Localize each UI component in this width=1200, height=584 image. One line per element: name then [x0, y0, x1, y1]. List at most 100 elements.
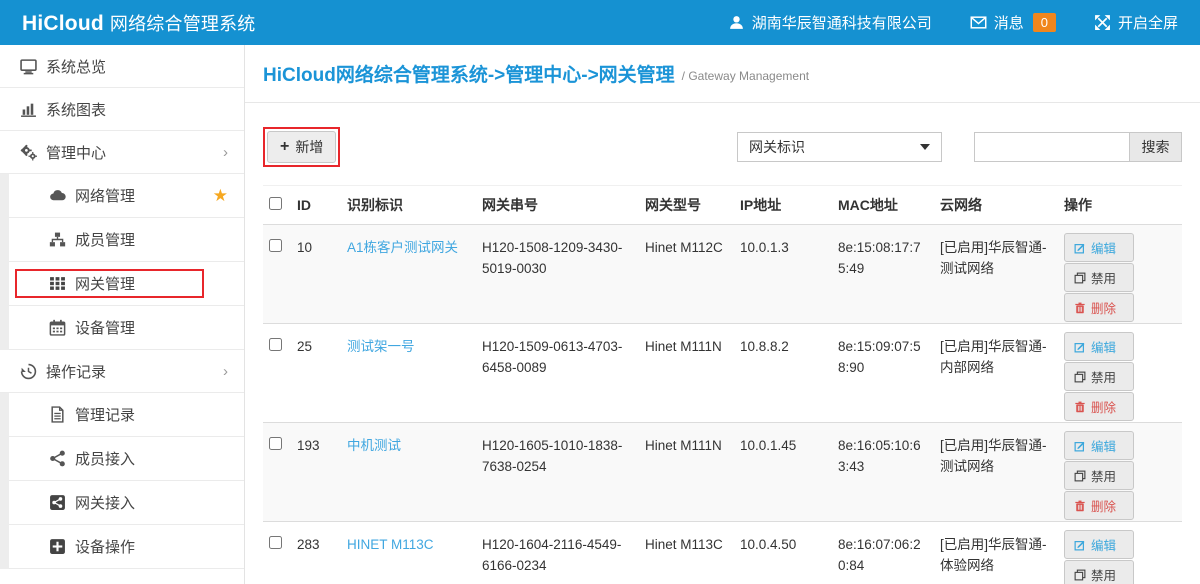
col-header-ip: IP地址	[734, 185, 832, 225]
table-row: 25 测试架一号 H120-1509-0613-4703-6458-0089 H…	[263, 324, 1182, 423]
col-header-actions: 操作	[1058, 185, 1182, 225]
search-button[interactable]: 搜索	[1130, 132, 1182, 162]
cell-model: Hinet M113C	[645, 537, 723, 552]
edit-button[interactable]: 编辑	[1064, 233, 1134, 262]
sidebar-item-network-management[interactable]: 网络管理 ★	[9, 174, 244, 218]
sidebar-item-label: 成员管理	[75, 232, 136, 249]
cell-network: [已启用]华辰智通-测试网络	[940, 438, 1047, 474]
page-subtitle: / Gateway Management	[681, 69, 810, 83]
col-header-mac: MAC地址	[832, 185, 934, 225]
star-icon: ★	[212, 185, 228, 205]
disable-button[interactable]: 禁用	[1064, 362, 1134, 391]
cell-network: [已启用]华辰智通-测试网络	[940, 240, 1047, 276]
bar-chart-icon	[21, 103, 36, 117]
chevron-right-icon: ›	[223, 143, 228, 161]
gears-icon	[20, 144, 37, 160]
cell-mac: 8e:16:05:10:63:43	[838, 438, 921, 474]
management-center-submenu: 网络管理 ★ 成员管理 网关管理 设备管理	[0, 174, 244, 350]
delete-button[interactable]: 删除	[1064, 392, 1134, 421]
sidebar-item-gateway-management[interactable]: 网关管理	[9, 262, 244, 306]
brand-bold: HiCloud	[22, 11, 104, 35]
edit-button-label: 编辑	[1091, 539, 1117, 553]
disable-button[interactable]: 禁用	[1064, 560, 1134, 584]
sidebar-item-device-operations[interactable]: 设备操作	[9, 525, 244, 569]
disable-button-label: 禁用	[1091, 470, 1117, 484]
cell-model: Hinet M112C	[645, 240, 723, 255]
envelope-icon	[970, 16, 987, 29]
cell-network: [已启用]华辰智通-体验网络	[940, 537, 1047, 573]
col-header-name: 识别标识	[341, 185, 476, 225]
filter-selected-value: 网关标识	[749, 139, 805, 155]
col-header-model: 网关型号	[639, 185, 734, 225]
cell-network: [已启用]华辰智通-内部网络	[940, 339, 1047, 375]
cloud-icon	[50, 190, 66, 201]
sidebar-item-management-records[interactable]: 管理记录	[9, 393, 244, 437]
sidebar-item-operation-records[interactable]: 操作记录 ›	[0, 350, 244, 393]
row-checkbox[interactable]	[269, 338, 282, 351]
edit-icon	[1074, 441, 1085, 451]
sidebar-item-label: 系统图表	[46, 101, 107, 119]
sidebar-item-system-charts[interactable]: 系统图表	[0, 88, 244, 131]
table-row: 10 A1栋客户测试网关 H120-1508-1209-3430-5019-00…	[263, 224, 1182, 324]
sidebar-item-gateway-access[interactable]: 网关接入	[9, 481, 244, 525]
disable-button[interactable]: 禁用	[1064, 461, 1134, 490]
add-button-label: 新增	[295, 139, 324, 155]
sidebar-item-member-management[interactable]: 成员管理	[9, 218, 244, 262]
gateway-name-link[interactable]: 测试架一号	[347, 339, 415, 354]
sidebar-item-device-management[interactable]: 设备管理	[9, 306, 244, 350]
sidebar-item-system-overview[interactable]: 系统总览	[0, 45, 244, 88]
cell-serial: H120-1508-1209-3430-5019-0030	[482, 240, 623, 276]
delete-button-label: 删除	[1091, 401, 1117, 415]
gateway-name-link[interactable]: A1栋客户测试网关	[347, 240, 459, 255]
account-menu[interactable]: 湖南华辰智通科技有限公司	[728, 12, 932, 33]
plus-icon: +	[280, 138, 290, 155]
edit-button-label: 编辑	[1091, 341, 1117, 355]
row-checkbox[interactable]	[269, 437, 282, 450]
delete-button-label: 删除	[1091, 500, 1117, 514]
messages-menu[interactable]: 消息 0	[970, 12, 1056, 33]
cell-model: Hinet M111N	[645, 339, 722, 354]
disable-button[interactable]: 禁用	[1064, 263, 1134, 292]
edit-button[interactable]: 编辑	[1064, 530, 1134, 559]
toolbar: + 新增 网关标识 搜索	[263, 127, 1182, 167]
clone-icon	[1074, 569, 1086, 580]
select-all-checkbox[interactable]	[269, 197, 282, 210]
trash-icon	[1075, 401, 1085, 412]
table-row: 283 HINET M113C H120-1604-2116-4549-6166…	[263, 522, 1182, 584]
filter-field-select[interactable]: 网关标识	[737, 132, 942, 162]
main-content: HiCloud网络综合管理系统->管理中心->网关管理 / Gateway Ma…	[245, 45, 1200, 584]
breadcrumb: HiCloud网络综合管理系统->管理中心->网关管理 / Gateway Ma…	[245, 45, 1200, 103]
cell-serial: H120-1509-0613-4703-6458-0089	[482, 339, 623, 375]
search-input[interactable]	[974, 132, 1130, 162]
delete-button[interactable]: 删除	[1064, 293, 1134, 322]
fullscreen-toggle[interactable]: 开启全屏	[1094, 12, 1178, 33]
edit-button[interactable]: 编辑	[1064, 332, 1134, 361]
clone-icon	[1074, 371, 1086, 382]
sidebar-item-management-center[interactable]: 管理中心 ›	[0, 131, 244, 174]
disable-button-label: 禁用	[1091, 569, 1117, 583]
row-checkbox[interactable]	[269, 239, 282, 252]
clone-icon	[1074, 470, 1086, 481]
gateway-name-link[interactable]: 中机测试	[347, 438, 401, 453]
col-header-network: 云网络	[934, 185, 1058, 225]
trash-icon	[1075, 500, 1085, 511]
grid-icon	[50, 277, 65, 290]
page-title: HiCloud网络综合管理系统->管理中心->网关管理	[263, 65, 675, 86]
cell-ip: 10.8.8.2	[740, 339, 789, 354]
fullscreen-icon	[1095, 15, 1110, 30]
cell-serial: H120-1604-2116-4549-6166-0234	[482, 537, 622, 573]
delete-button[interactable]: 删除	[1064, 491, 1134, 520]
gateway-name-link[interactable]: HINET M113C	[347, 537, 434, 552]
row-checkbox[interactable]	[269, 536, 282, 549]
trash-icon	[1075, 302, 1085, 313]
cell-ip: 10.0.1.3	[740, 240, 789, 255]
delete-button-label: 删除	[1091, 302, 1117, 316]
edit-button[interactable]: 编辑	[1064, 431, 1134, 460]
add-button[interactable]: + 新增	[267, 131, 337, 163]
sidebar-item-label: 操作记录	[46, 363, 107, 381]
sidebar-item-member-access[interactable]: 成员接入	[9, 437, 244, 481]
chevron-right-icon: ›	[223, 362, 228, 380]
sidebar-item-label: 网关管理	[75, 276, 136, 293]
sidebar-item-label: 设备操作	[75, 539, 136, 556]
sidebar-item-label: 网关接入	[75, 495, 136, 512]
